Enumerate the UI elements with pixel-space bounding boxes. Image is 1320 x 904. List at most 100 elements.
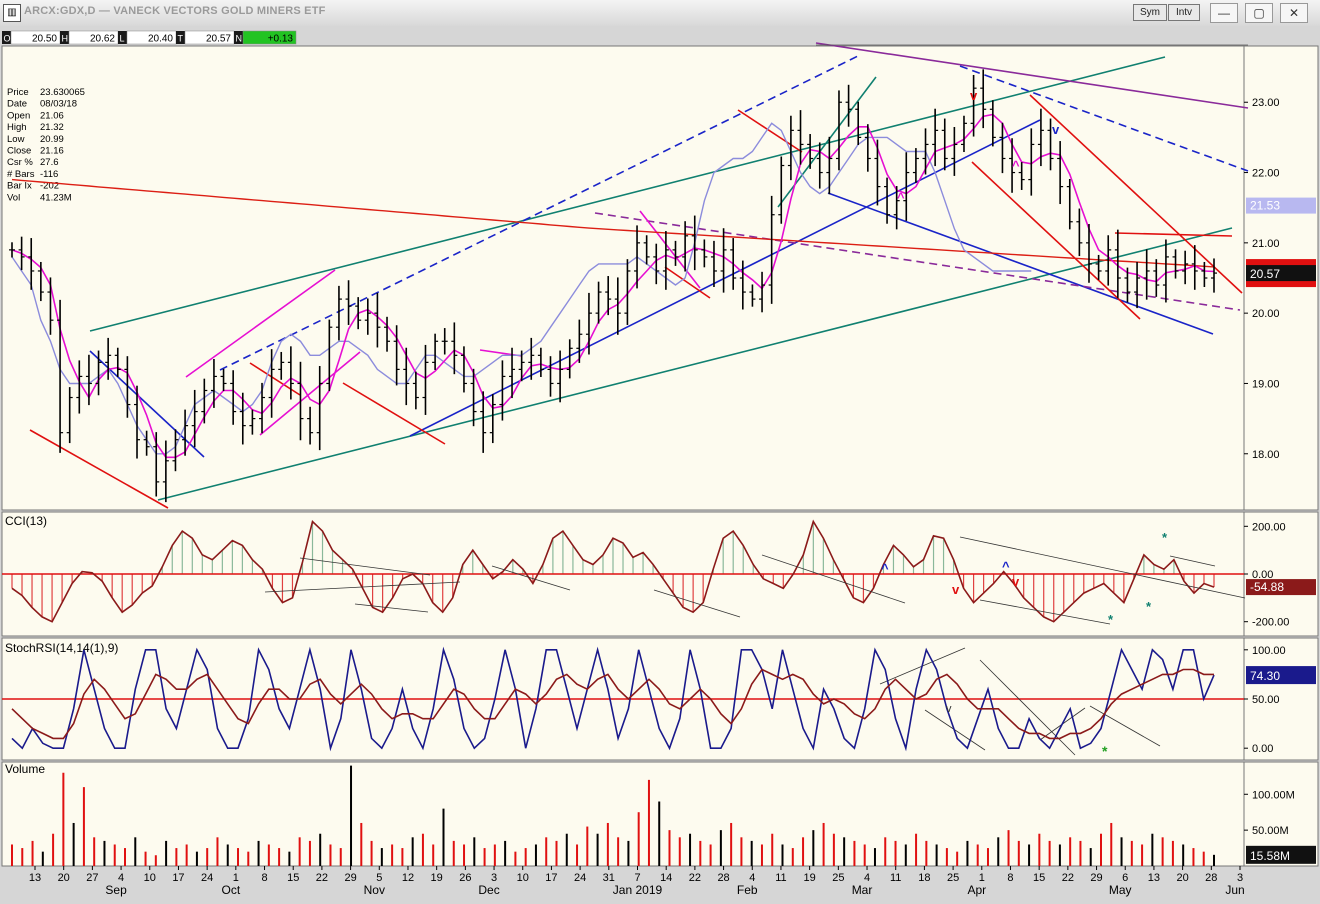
ma-mid-value-label: 21.53: [1250, 199, 1280, 213]
data-window-value: 20.99: [40, 134, 64, 145]
stochrsi-value-box: [1246, 666, 1316, 685]
price-annotation: v: [1052, 122, 1060, 137]
cci-annotation: ^: [1002, 559, 1010, 574]
cci-annotation: *: [1108, 612, 1114, 627]
x-day-label: 22: [1062, 872, 1074, 884]
trendline: [29, 429, 169, 509]
quote-value-box: [242, 30, 297, 45]
symbol-button[interactable]: Sym: [1133, 4, 1167, 21]
stochrsi-d-line: [11, 668, 1214, 740]
data-window-value: 21.32: [40, 122, 64, 133]
y-tick-label: 21.00: [1252, 238, 1280, 250]
cci-value-label: -54.88: [1250, 580, 1284, 594]
cci-trendline: [959, 536, 1246, 599]
trendline: [1114, 232, 1233, 237]
trendline: [185, 269, 336, 378]
panel-volume: [1, 761, 1245, 867]
cci-trendline: [653, 589, 741, 618]
y-tick-label: 20.00: [1252, 308, 1280, 320]
data-window-value: 21.06: [40, 110, 64, 121]
y-tick-label: 100.00M: [1252, 789, 1295, 801]
interval-button[interactable]: Intv: [1168, 4, 1200, 21]
stochrsi-k-line: [11, 646, 1215, 752]
x-day-label: 14: [660, 872, 672, 884]
cci-trendline: [979, 599, 1111, 625]
x-day-label: 4: [864, 872, 870, 884]
data-window-label: High: [7, 122, 27, 133]
y-tick-label: 50.00M: [1252, 825, 1289, 837]
data-window-label: Bar Ix: [7, 181, 32, 192]
x-day-label: 28: [1205, 872, 1217, 884]
y-tick-label: 23.00: [1252, 97, 1280, 109]
x-day-label: 26: [459, 872, 471, 884]
quote-key: L: [120, 34, 125, 44]
trendline: [342, 382, 446, 445]
x-day-label: 13: [1148, 872, 1160, 884]
ma-mid-value-box: [1246, 197, 1316, 214]
cci-trendline: [299, 557, 431, 576]
y-tick-label: 22.00: [1252, 168, 1280, 180]
panel-price: [1, 45, 1245, 511]
x-day-label: 12: [402, 872, 414, 884]
cci-trendline: [264, 581, 461, 593]
quote-value: 20.40: [148, 34, 173, 45]
quote-key-box: [2, 31, 11, 44]
trendline: [827, 192, 1214, 335]
trendline: [157, 227, 1233, 501]
y-tick-label: 100.00: [1252, 645, 1286, 657]
quote-key-box: [234, 31, 243, 44]
chart-canvas[interactable]: O 20.50 H 20.62 L 20.40 T 20.57 N +0.13 Price 23.63…: [0, 26, 1320, 904]
x-day-label: 8: [1007, 872, 1013, 884]
data-window-label: Date: [7, 99, 27, 110]
data-window-value: 23.630065: [40, 87, 85, 98]
volume-value-label: 15.58M: [1250, 849, 1290, 863]
x-day-label: 8: [261, 872, 267, 884]
y-tick-label: 50.00: [1252, 694, 1280, 706]
x-day-label: 3: [1237, 872, 1243, 884]
cci-trendline: [491, 565, 571, 591]
cci-value-box: [1246, 579, 1316, 596]
x-day-label: 31: [603, 872, 615, 884]
y-tick-label: -200.00: [1252, 617, 1289, 629]
data-window-value: 21.16: [40, 146, 64, 157]
x-month-label: Nov: [364, 883, 385, 897]
x-day-label: 15: [287, 872, 299, 884]
trendline: [815, 42, 1249, 109]
restore-button[interactable]: ▢: [1245, 3, 1273, 23]
trendline: [1029, 94, 1243, 294]
cci-annotation: ^: [881, 561, 889, 576]
x-day-label: 3: [491, 872, 497, 884]
cci-annotation: *: [1162, 530, 1168, 545]
price-annotation: ^: [1012, 158, 1020, 173]
data-window-label: Close: [7, 146, 31, 157]
quote-key: N: [236, 34, 243, 44]
x-month-label: Apr: [967, 883, 986, 897]
minimize-button[interactable]: —: [1210, 3, 1238, 23]
x-month-label: Sep: [105, 883, 127, 897]
stochrsi-title: StochRSI(14,14(1),9): [5, 641, 118, 655]
x-month-label: Dec: [478, 883, 499, 897]
cci-annotation: v: [1012, 574, 1020, 589]
axis-cci: [1243, 511, 1319, 637]
x-day-label: 11: [775, 872, 786, 884]
title-bar: ▥ ARCX:GDX,D — VANECK VECTORS GOLD MINER…: [0, 0, 1320, 27]
trendline: [664, 266, 711, 299]
data-window-label: Price: [7, 87, 29, 98]
x-day-label: 27: [86, 872, 98, 884]
x-day-label: 24: [574, 872, 586, 884]
price-annotation: v: [970, 88, 978, 103]
cci-trendline: [761, 554, 906, 604]
stochrsi-annotation: *: [1102, 743, 1108, 759]
cci-annotation: v: [952, 582, 960, 597]
x-day-label: 10: [517, 872, 529, 884]
stochrsi-annotation: v: [946, 703, 952, 715]
x-day-label: 17: [545, 872, 557, 884]
quote-value: 20.62: [90, 34, 115, 45]
close-button[interactable]: ✕: [1280, 3, 1308, 23]
trendline: [219, 54, 861, 371]
cci-trendline: [1169, 555, 1216, 567]
quote-value: 20.50: [32, 34, 57, 45]
x-day-label: 29: [1090, 872, 1102, 884]
quote-key-box: [60, 31, 69, 44]
price-value-label: 20.57: [1250, 267, 1280, 281]
